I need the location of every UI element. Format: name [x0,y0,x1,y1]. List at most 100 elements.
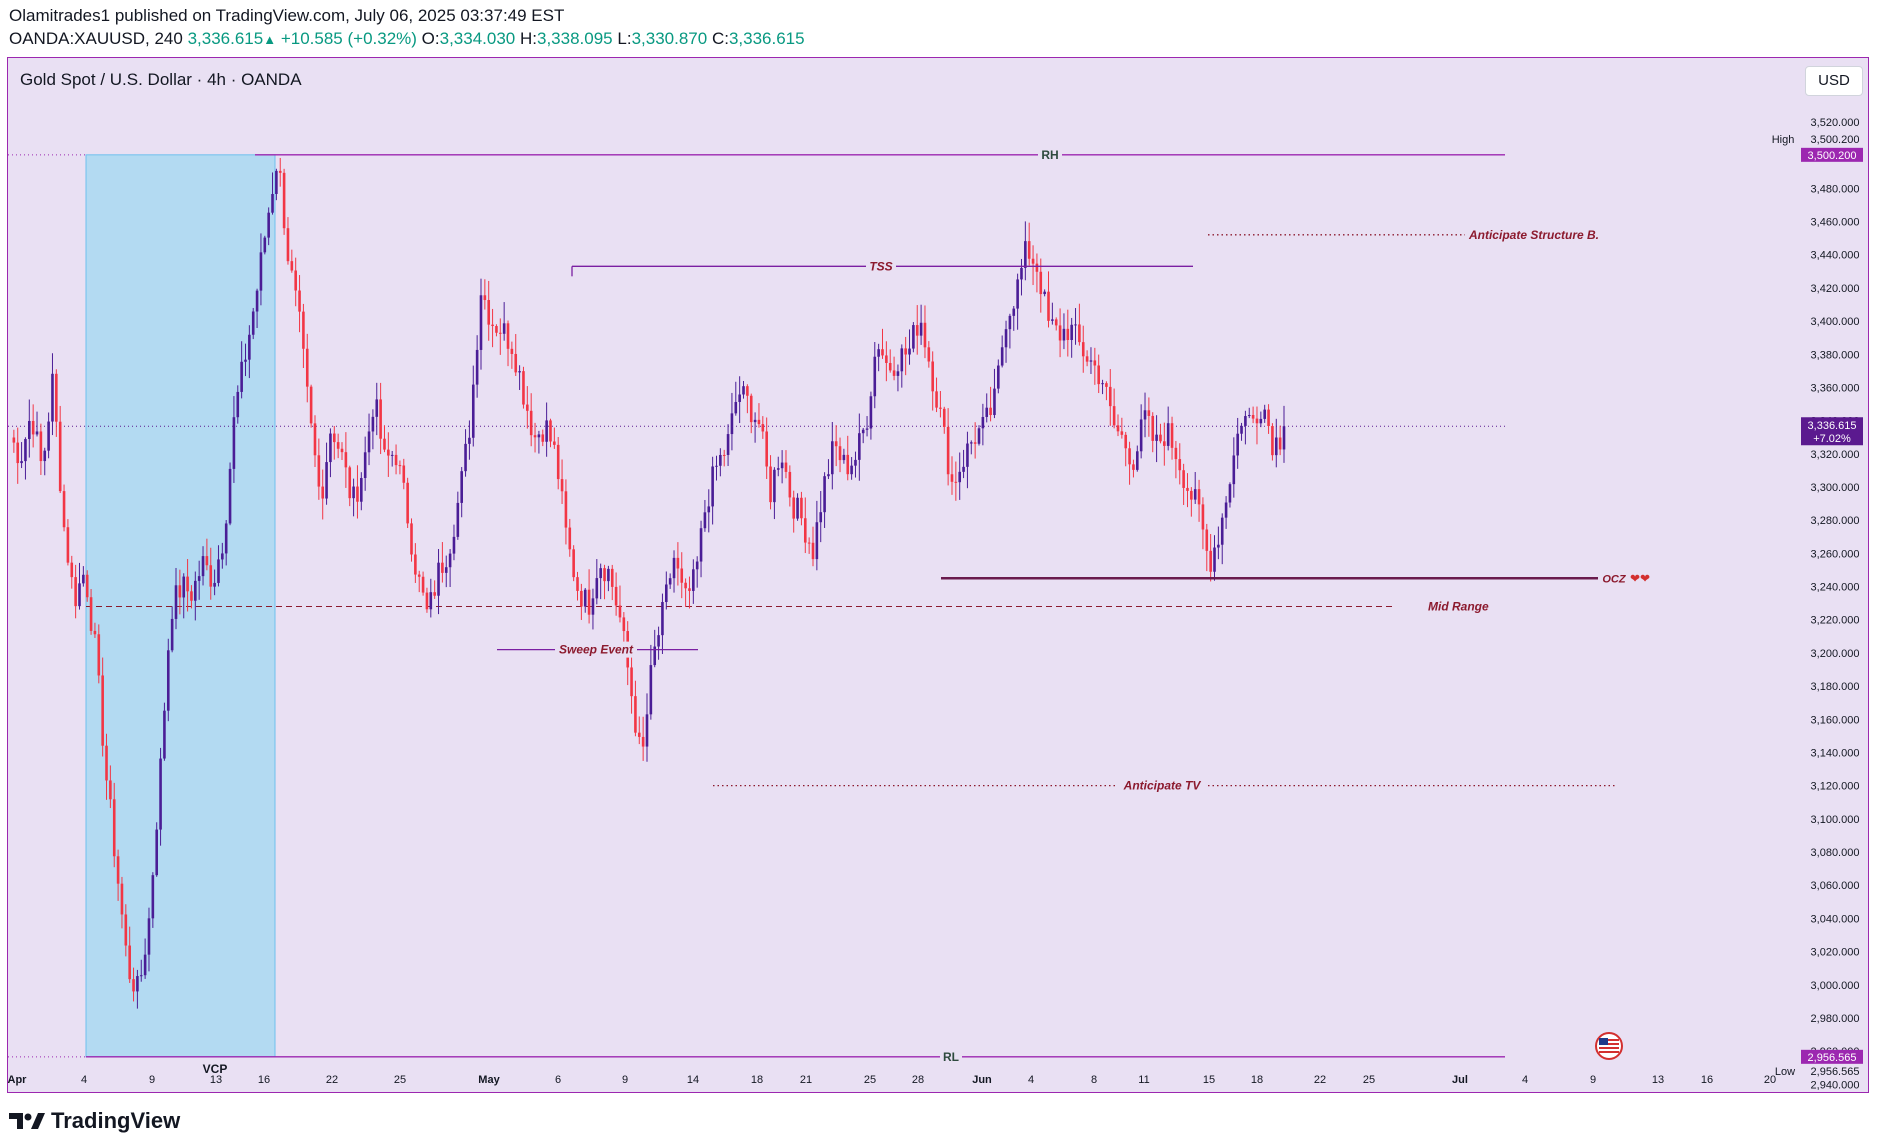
sweep-event-label: Sweep Event [559,643,634,657]
candle-body [124,914,128,946]
candle-body [495,326,498,333]
candle-body [846,454,850,475]
candle-body [576,577,579,591]
last-price-tag-bg [1801,417,1863,446]
candle-body [649,665,653,715]
candle-body [684,582,687,589]
candle-body [599,568,602,579]
tss-label-bg [866,259,896,274]
candle-body [20,461,23,464]
low-label: L: [617,29,632,48]
candle-body [290,261,294,271]
rh-label-bg [1038,147,1062,162]
candle-body [62,491,66,528]
candle-body [653,646,657,666]
tradingview-logo[interactable]: TradingView [9,1108,180,1134]
candle-body [1240,425,1243,434]
candle-body [85,574,89,598]
candle-body [734,401,738,414]
candle-body [58,421,62,492]
candle-body [1224,502,1228,518]
rl-label-bg [940,1049,962,1064]
time-tick-label: 16 [1701,1074,1713,1086]
candle-body [479,295,483,350]
candles [12,157,1286,1009]
candle-body [1213,547,1216,572]
candle-body [128,945,131,980]
candle-body [1232,455,1236,485]
rl-label: RL [943,1050,959,1064]
candle-body [831,441,834,475]
candle-body [139,975,143,977]
time-tick-label: 15 [1203,1074,1215,1086]
candle-body [101,675,104,746]
currency-button[interactable]: USD [1805,66,1863,96]
candle-body [796,497,799,519]
candle-body [236,391,240,418]
candle-body [722,454,726,456]
candle-body [47,421,50,451]
price-tick-label: 3,320.000 [1811,449,1860,461]
candle-body [201,556,205,577]
candle-body [966,443,969,467]
candle-body [1054,319,1058,326]
candle-body [1263,409,1266,419]
candle-body [730,413,734,435]
candle-body [155,829,159,876]
candle-body [1220,517,1224,545]
candle-body [572,549,575,578]
chart-title: Gold Spot / U.S. Dollar · 4h · OANDA [20,70,302,89]
ocz-icon: ❤❤ [1630,571,1650,585]
candle-body [120,883,124,915]
candle-body [213,582,216,587]
candle-body [545,420,548,442]
candle-body [1116,425,1120,432]
candle-body [1147,410,1151,416]
candle-body [356,486,359,502]
candle-body [1124,434,1128,449]
candle-body [421,576,425,593]
time-tick-label: 9 [1590,1074,1596,1086]
price-tick-label: 3,240.000 [1811,582,1860,594]
candle-body [425,592,429,610]
candle-body [390,454,394,456]
low-label: Low [1775,1066,1795,1078]
high-label: H: [520,29,537,48]
candle-body [1089,360,1093,362]
anticipate-tv-bg [1116,777,1208,794]
candle-body [28,420,31,440]
candle-body [858,433,861,460]
candle-body [1166,423,1170,446]
candle-body [1097,365,1100,385]
candle-body [305,348,309,387]
candle-body [560,479,564,492]
ocz-label: OCZ [1602,573,1627,585]
low-tag-bg [1801,1049,1863,1064]
candle-body [1066,328,1070,341]
candle-body [321,486,325,499]
candle-body [78,583,81,607]
candle-body [271,193,274,213]
candle-body [981,416,985,429]
candle-body [487,300,491,325]
candle-body [1170,423,1174,448]
price-tick-label: 3,460.000 [1811,217,1860,229]
candle-body [541,434,545,442]
candle-body [506,323,510,349]
candle-body [881,349,884,356]
candle-body [89,597,93,631]
candle-body [1031,258,1035,264]
time-tick-label: 11 [1138,1074,1149,1086]
candle-body [761,424,765,432]
time-tick-label: 9 [622,1074,628,1086]
symbol[interactable]: OANDA:XAUUSD, 240 [9,29,183,48]
candle-body [39,431,43,462]
candle-body [518,371,521,373]
candle-body [263,237,267,253]
anticipate-structure-bg [1465,226,1603,243]
high-tag-bg [1801,147,1863,162]
candle-body [885,355,888,363]
candle-body [526,404,529,411]
candle-body [170,618,174,651]
